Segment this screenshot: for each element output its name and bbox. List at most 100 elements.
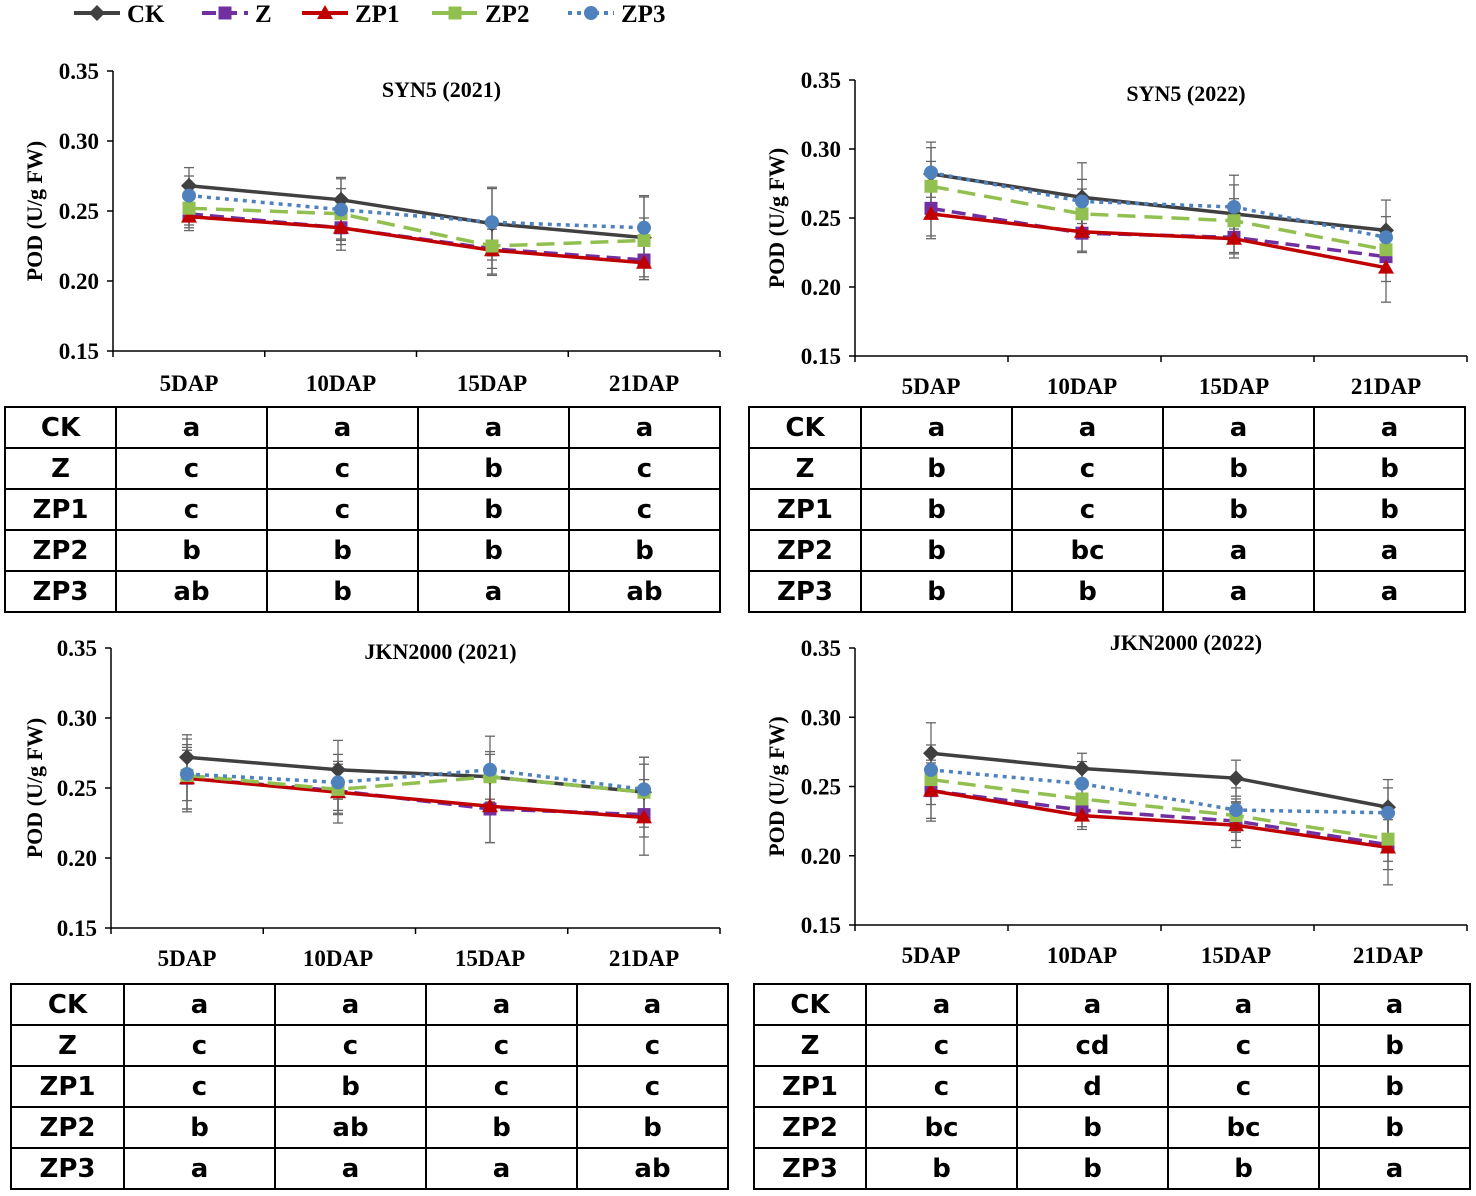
data-point-zp3 [1379, 230, 1393, 245]
significance-letter: a [115, 406, 268, 449]
significance-letter: c [1011, 447, 1164, 490]
significance-letter: c [568, 447, 721, 490]
data-point-zp2 [1379, 243, 1393, 257]
table-row: CK a a a a [753, 983, 1471, 1026]
treatment-label: ZP1 [10, 1065, 125, 1108]
series-line-zp3 [188, 193, 645, 230]
data-point-zp3 [1381, 805, 1395, 820]
x-tick-label: 10DAP [1047, 943, 1117, 968]
treatment-label: ZP1 [753, 1065, 867, 1108]
legend-label: ZP2 [485, 1, 529, 28]
significance-letter: a [1162, 406, 1315, 449]
series-line-zp1 [188, 214, 645, 265]
series-line-zp1 [930, 788, 1389, 850]
significance-letter: b [1313, 488, 1466, 531]
treatment-label: ZP3 [753, 1147, 867, 1190]
x-tick-label: 5DAP [902, 374, 961, 395]
significance-letter: b [865, 1147, 1018, 1190]
data-point-zp1 [1380, 839, 1396, 854]
treatment-label: CK [748, 406, 862, 449]
series-line-zp2 [186, 773, 645, 794]
significance-letter: a [1318, 983, 1471, 1026]
significance-letter: b [417, 488, 570, 531]
significance-letter: a [865, 983, 1018, 1026]
significance-letter: c [425, 1024, 578, 1067]
significance-letter: c [266, 488, 419, 531]
y-tick-label: 0.25 [801, 206, 841, 231]
significance-letter: a [266, 406, 419, 449]
significance-letter: b [1318, 1106, 1471, 1149]
significance-letter: b [266, 570, 419, 613]
y-tick-label: 0.35 [801, 68, 841, 93]
y-tick-label: 0.25 [801, 775, 841, 800]
x-tick-label: 5DAP [158, 946, 217, 971]
significance-letter: a [576, 983, 729, 1026]
treatment-label: ZP2 [748, 529, 862, 572]
y-axis-label: POD (U/g FW) [764, 716, 789, 857]
treatment-label: ZP3 [748, 570, 862, 613]
legend-marker-icon [584, 6, 598, 20]
series-line-zp2 [188, 206, 645, 248]
figure-canvas: CK Z ZP1 ZP2 ZP3 0.15 0.20 0.25 0.30 0.35 5DAP 10DA… [22, 1, 1468, 395]
significance-letter: d [1016, 1065, 1169, 1108]
y-axis-label: POD (U/g FW) [22, 141, 47, 282]
data-point-zp3 [485, 215, 499, 230]
treatment-label: ZP1 [4, 488, 117, 531]
significance-letter: c [266, 447, 419, 490]
y-tick-label: 0.20 [57, 846, 97, 871]
significance-letter: a [1011, 406, 1164, 449]
significance-letter: bc [865, 1106, 1018, 1149]
figure-canvas-lower: 0.15 0.20 0.25 0.30 0.35 5DAP 10DAP 15DAP 21DAP J… [22, 630, 1468, 971]
y-axis-label: POD (U/g FW) [22, 718, 47, 859]
significance-letter: a [123, 983, 276, 1026]
data-point-ck [1228, 770, 1244, 787]
data-point-ck [330, 761, 346, 778]
data-point-zp3 [1229, 803, 1243, 818]
significance-letter: b [1318, 1065, 1471, 1108]
y-tick-label: 0.15 [59, 339, 99, 364]
data-point-zp1 [1074, 223, 1090, 238]
data-point-ck [923, 745, 939, 762]
series-line-zp2 [930, 777, 1389, 841]
x-tick-label: 5DAP [902, 943, 961, 968]
significance-letter: b [266, 529, 419, 572]
x-tick-label: 5DAP [160, 371, 219, 395]
treatment-label: Z [753, 1024, 867, 1067]
significance-letter: b [115, 529, 268, 572]
significance-letter: a [425, 983, 578, 1026]
data-point-zp3 [1075, 194, 1089, 209]
data-point-zp3 [180, 767, 194, 781]
y-tick-label: 0.25 [59, 199, 99, 224]
significance-letter: b [860, 529, 1013, 572]
significance-letter: b [576, 1106, 729, 1149]
legend-label: Z [255, 1, 272, 28]
chart-title: SYN5 (2021) [382, 77, 501, 102]
chart-panel-3: 0.15 0.20 0.25 0.30 0.35 5DAP 10DAP 15DAP 21DAP J… [22, 636, 721, 971]
significance-letter: a [1167, 983, 1320, 1026]
series-line-z [930, 788, 1389, 847]
data-point-zp1 [181, 208, 197, 223]
data-point-zp1 [1226, 230, 1242, 245]
significance-letter: b [860, 570, 1013, 613]
series-line-zp3 [930, 768, 1389, 815]
significance-letter: a [568, 406, 721, 449]
x-tick-label: 15DAP [457, 371, 527, 395]
significance-letter: b [425, 1106, 578, 1149]
significance-letter: b [1011, 570, 1164, 613]
table-row: ZP1 b c b b [748, 488, 1466, 531]
data-point-zp1 [1378, 259, 1394, 274]
data-point-zp2 [1075, 207, 1089, 221]
significance-letter: a [274, 983, 427, 1026]
y-tick-label: 0.15 [801, 913, 841, 938]
significance-letter: bc [1167, 1106, 1320, 1149]
table-row: CK a a a a [10, 983, 729, 1026]
table-row: ZP2 b bc a a [748, 529, 1466, 572]
significance-letter: ab [274, 1106, 427, 1149]
y-tick-label: 0.35 [801, 636, 841, 661]
significance-letter: c [115, 447, 268, 490]
y-axis-label: POD (U/g FW) [764, 148, 789, 289]
significance-letter: b [1016, 1147, 1169, 1190]
series-line-zp1 [930, 212, 1387, 270]
